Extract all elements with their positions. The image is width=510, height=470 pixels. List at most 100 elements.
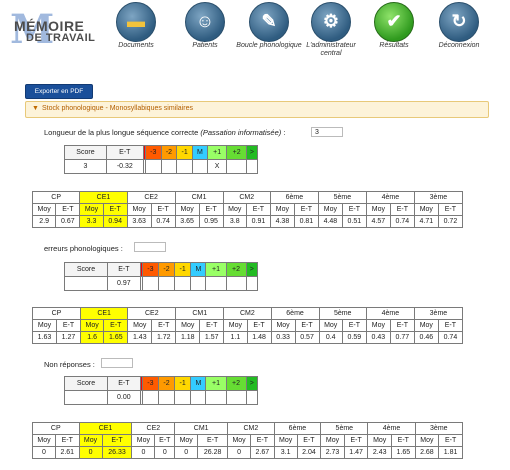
question-label-longueur: Longueur de la plus longue séquence corr… — [44, 128, 286, 137]
score-value-cell: 0.97 — [107, 276, 141, 291]
app-logo[interactable]: M MÉMOIRE DE TRAVAIL — [10, 6, 102, 53]
stat-header-cell: Moy — [127, 319, 153, 332]
score-value-cell — [205, 390, 227, 405]
stat-header-cell: E-T — [54, 434, 80, 447]
pen-icon: ✎ — [249, 2, 289, 42]
score-table: Score E-T -3 -2 -1 M +1 +2 >0.97 — [63, 262, 259, 291]
norm-value-cell: 4.48 — [317, 215, 343, 228]
grade-header-cell: CE2 — [126, 191, 176, 204]
score-header-cell: +2 — [225, 376, 247, 391]
stat-header-cell: Moy — [223, 319, 248, 332]
norm-value-cell: 0.67 — [55, 215, 81, 228]
nav-boucle-phonologique[interactable]: ✎ Boucle phonologique — [236, 0, 302, 80]
nav-documents[interactable]: ▬ Documents — [103, 0, 169, 80]
export-pdf-button[interactable]: Exporter en PDF — [25, 84, 93, 99]
stat-header-cell: E-T — [103, 319, 129, 332]
norm-value-cell: 2.73 — [320, 446, 345, 459]
stat-header-cell: Moy — [79, 319, 105, 332]
grade-header-cell: 5ème — [318, 307, 367, 320]
grade-header-cell: CM1 — [175, 307, 225, 320]
norm-value-cell: 26.28 — [197, 446, 229, 459]
norm-value-row: 2.9 0.67 3.3 0.94 3.63 0.74 3.65 0.95 3.8 0.91 4.3… — [31, 215, 464, 228]
stat-header-cell: Moy — [227, 434, 252, 447]
norm-value-cell: 1.18 — [175, 331, 201, 344]
nav-resultats-label: Résultats — [379, 42, 409, 49]
grade-header-row: CP CE1 CE2 CM1 CM2 6ème 5ème 4ème 3ème — [31, 191, 464, 204]
stat-header-cell: E-T — [343, 434, 369, 447]
norm-value-cell: 2.68 — [414, 446, 440, 459]
stat-header-cell: E-T — [438, 434, 463, 447]
norm-value-cell: 0 — [131, 446, 156, 459]
gear-icon: ⚙ — [311, 2, 351, 42]
answer-input-longueur[interactable]: 3 — [311, 127, 343, 137]
stat-header-cell: E-T — [389, 203, 415, 216]
grade-header-cell: CM2 — [222, 191, 271, 204]
norm-value-cell: 3.65 — [174, 215, 200, 228]
grade-header-row: CP CE1 CE2 CM1 CM2 6ème 5ème 4ème 3ème — [32, 422, 464, 435]
score-header-row: Score E-T -3 -2 -1 M +1 +2 > — [63, 376, 259, 391]
nav-resultats[interactable]: ✔ Résultats — [361, 0, 427, 80]
score-header-cell: +2 — [226, 145, 247, 160]
norm-value-cell: 0.74 — [389, 215, 415, 228]
norm-value-cell: 4.57 — [365, 215, 391, 228]
stat-header-cell: Moy — [126, 203, 152, 216]
stat-header-cell: E-T — [250, 434, 275, 447]
stat-header-cell: E-T — [437, 319, 464, 332]
grade-header-cell: 4ème — [365, 191, 415, 204]
score-value-row: 0.97 — [63, 276, 259, 291]
stat-header-cell: Moy — [79, 203, 104, 216]
norm-value-cell: 0.74 — [437, 331, 464, 344]
stat-header-cell: Moy — [413, 319, 439, 332]
score-header-cell: E-T — [107, 262, 141, 277]
stat-header-row: Moy E-T Moy E-T Moy E-T Moy E-T Moy E-T Moy E-T Moy E… — [31, 203, 464, 216]
norm-value-cell: 3.63 — [126, 215, 152, 228]
stat-header-cell: E-T — [101, 434, 133, 447]
stat-header-cell: E-T — [245, 203, 271, 216]
stat-header-cell: Moy — [367, 434, 392, 447]
score-table: Score E-T -3 -2 -1 M +1 +2 >3 -0.32 X — [64, 145, 259, 174]
norm-value-cell: 0.74 — [150, 215, 176, 228]
score-value-cell — [157, 276, 176, 291]
norm-value-cell: 0.46 — [413, 331, 439, 344]
score-value-cell — [192, 159, 208, 174]
stat-header-cell: Moy — [175, 319, 201, 332]
score-header-cell: Score — [63, 262, 109, 277]
norm-value-cell: 0 — [78, 446, 103, 459]
stat-header-cell: Moy — [365, 203, 391, 216]
score-value-cell — [63, 276, 109, 291]
score-value-row: 3 -0.32 X — [64, 159, 259, 174]
norm-value-cell: 3.8 — [222, 215, 247, 228]
score-value-cell — [176, 159, 193, 174]
grade-header-row: CP CE1 CE2 CM1 CM2 6ème 5ème 4ème 3ème — [32, 307, 464, 320]
nav-deconnexion[interactable]: ↻ Déconnexion — [426, 0, 492, 80]
answer-input-erreurs[interactable] — [134, 242, 166, 252]
score-value-cell — [174, 390, 192, 405]
score-header-cell: -3 — [141, 262, 159, 277]
grade-header-cell: CP — [32, 422, 80, 435]
grade-header-cell: CM1 — [174, 422, 229, 435]
stat-header-cell: Moy — [269, 203, 295, 216]
norm-value-cell: 0.33 — [270, 331, 296, 344]
stat-header-cell: E-T — [341, 319, 367, 332]
norm-value-cell: 1.57 — [199, 331, 225, 344]
score-value-cell: -0.32 — [105, 159, 144, 174]
grade-header-cell: CE2 — [131, 422, 176, 435]
stat-header-cell: Moy — [78, 434, 103, 447]
grade-header-cell: CE1 — [79, 191, 128, 204]
answer-input-non-reponses[interactable] — [101, 358, 133, 368]
score-value-cell: 3 — [64, 159, 107, 174]
logo-letter: M — [10, 6, 55, 53]
stat-header-cell: E-T — [197, 434, 229, 447]
norm-value-cell: 1.48 — [246, 331, 272, 344]
score-header-cell: -2 — [157, 262, 176, 277]
section-header-stock-phonologique[interactable]: ▼ Stock phonologique - Monosyllabiques s… — [25, 101, 489, 118]
stat-header-cell: E-T — [199, 319, 225, 332]
score-header-cell: Score — [64, 145, 107, 160]
nav-patients[interactable]: ☺ Patients — [172, 0, 238, 80]
nav-administrateur-central[interactable]: ⚙ L'administrateur central — [298, 0, 364, 80]
stat-header-cell: E-T — [151, 319, 177, 332]
question-label-erreurs: erreurs phonologiques : — [44, 244, 123, 253]
score-header-cell: +1 — [205, 262, 227, 277]
norm-value-cell: 0.51 — [341, 215, 367, 228]
score-value-cell — [139, 390, 143, 405]
